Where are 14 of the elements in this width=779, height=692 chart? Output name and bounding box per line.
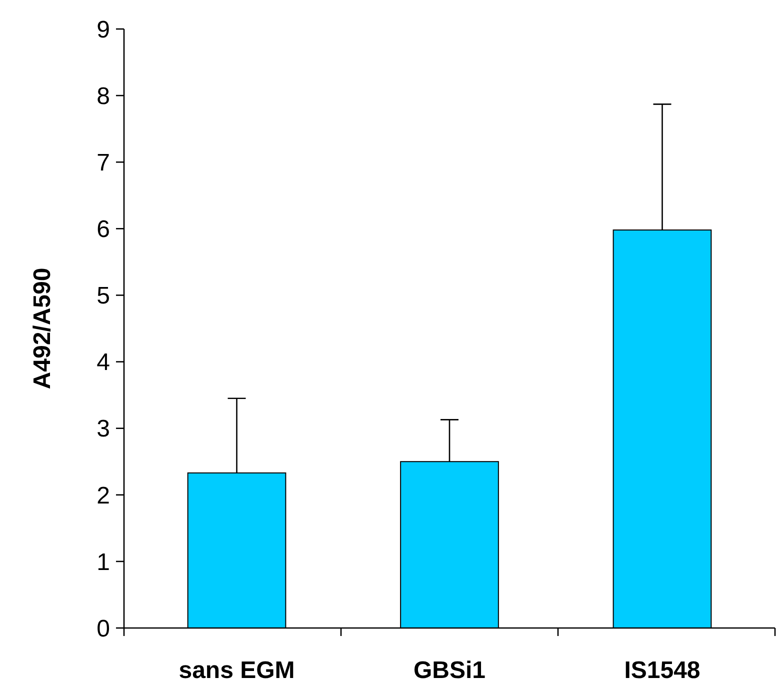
x-tick-label: GBSi1 — [413, 657, 486, 684]
y-tick-label: 0 — [96, 615, 110, 642]
y-tick-label: 6 — [96, 216, 110, 244]
y-tick-label: 7 — [96, 150, 110, 177]
y-tick-label: 4 — [96, 349, 110, 376]
y-tick-label: 8 — [96, 82, 110, 110]
x-tick-label: IS1548 — [624, 657, 700, 684]
y-axis-title: A492/A590 — [29, 268, 56, 390]
y-tick-label: 3 — [96, 416, 110, 443]
y-tick-label: 1 — [96, 548, 110, 576]
y-tick-label: 5 — [96, 282, 110, 310]
y-tick-label: 2 — [96, 482, 110, 510]
y-tick-label: 9 — [96, 16, 110, 44]
x-tick-label: sans EGM — [178, 657, 295, 684]
